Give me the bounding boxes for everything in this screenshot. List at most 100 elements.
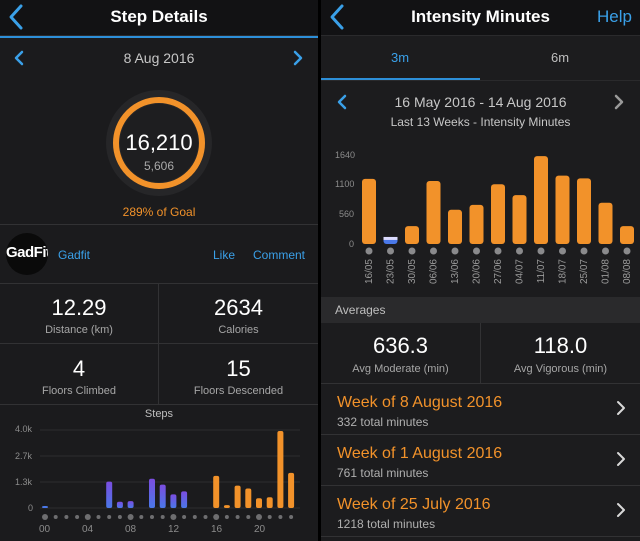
intensity-bar bbox=[491, 184, 505, 244]
comment-button[interactable]: Comment bbox=[253, 248, 306, 262]
step-bar bbox=[127, 501, 134, 508]
back-button[interactable] bbox=[327, 3, 349, 31]
divider bbox=[321, 383, 640, 384]
week-row[interactable]: Week of 8 August 2016 332 total minutes bbox=[321, 384, 640, 434]
divider bbox=[321, 536, 640, 537]
x-tick-label: 30/05 bbox=[407, 259, 418, 284]
hour-dot bbox=[256, 514, 262, 520]
x-tick-label: 12 bbox=[168, 524, 180, 535]
week-dot bbox=[559, 247, 566, 255]
x-tick-label: 00 bbox=[39, 524, 51, 535]
hour-dot bbox=[42, 514, 48, 520]
x-tick-label: 01/08 bbox=[601, 259, 612, 284]
step-bar bbox=[223, 505, 230, 508]
y-tick-label: 1100 bbox=[335, 179, 355, 189]
x-tick-label: 11/07 bbox=[536, 259, 547, 284]
floors-descended-value: 15 bbox=[226, 356, 251, 381]
hour-dot bbox=[267, 515, 272, 519]
chevron-right-icon bbox=[617, 452, 625, 466]
next-range-button[interactable] bbox=[612, 94, 626, 110]
x-tick-label: 04 bbox=[82, 524, 94, 535]
intensity-bar bbox=[405, 226, 419, 244]
x-tick-label: 13/06 bbox=[450, 259, 461, 284]
steps-goal-value: 5,606 bbox=[143, 159, 175, 173]
week-row[interactable]: Week of 25 July 2016 1218 total minutes bbox=[321, 486, 640, 536]
steps-chart-title: Steps bbox=[144, 408, 174, 420]
hour-dot bbox=[224, 515, 229, 519]
calories-value: 2634 bbox=[214, 295, 263, 320]
week-dot bbox=[473, 247, 480, 255]
chevron-right-icon bbox=[614, 94, 624, 110]
intensity-bar bbox=[534, 156, 548, 244]
divider bbox=[480, 323, 481, 383]
steps-value: 16,210 bbox=[125, 130, 193, 155]
step-details-screen: Step Details 8 Aug 2016 16,210 5,606 289… bbox=[0, 0, 318, 541]
step-bar bbox=[159, 484, 166, 508]
y-tick-label: 2.7k bbox=[15, 451, 33, 461]
intensity-bar bbox=[469, 204, 484, 244]
week-dot bbox=[516, 247, 523, 255]
week-title: Week of 8 August 2016 bbox=[337, 394, 503, 411]
week-title: Week of 25 July 2016 bbox=[337, 496, 491, 513]
tab-3m[interactable]: 3m bbox=[390, 50, 410, 65]
floors-descended-label: Floors Descended bbox=[193, 385, 284, 397]
x-tick-label: 20/06 bbox=[472, 259, 483, 284]
next-day-button[interactable] bbox=[291, 50, 305, 66]
chevron-left-icon bbox=[330, 4, 344, 30]
step-bar bbox=[149, 478, 155, 508]
step-bar bbox=[234, 485, 241, 508]
help-button[interactable]: Help bbox=[597, 7, 632, 26]
floors-climbed-value: 4 bbox=[72, 356, 86, 381]
step-bar bbox=[256, 498, 262, 508]
goal-percent: 289% of Goal bbox=[122, 205, 196, 219]
x-tick-label: 08 bbox=[125, 524, 137, 535]
previous-day-button[interactable] bbox=[12, 50, 26, 66]
hour-dot bbox=[170, 514, 177, 520]
hour-dot bbox=[84, 514, 91, 520]
date-label: 8 Aug 2016 bbox=[123, 50, 195, 66]
y-tick-label: 0 bbox=[349, 239, 355, 249]
source-name-link[interactable]: Gadfit bbox=[58, 248, 91, 262]
divider bbox=[0, 404, 318, 405]
averages-header: Averages bbox=[321, 297, 640, 323]
nav-bar: Intensity Minutes Help bbox=[321, 0, 640, 36]
step-bar bbox=[170, 494, 177, 508]
y-tick-label: 1.3k bbox=[15, 477, 33, 487]
avg-vigorous-value: 118.0 bbox=[533, 333, 588, 358]
intensity-chart: 16/05 23/05 30/05 06/06 13/06 20/06 27/06 04/07… bbox=[362, 156, 634, 284]
intensity-bar bbox=[448, 209, 462, 244]
page-title: Step Details bbox=[110, 7, 208, 26]
floors-climbed-label: Floors Climbed bbox=[42, 385, 116, 397]
hour-dot bbox=[75, 515, 80, 519]
hour-dot bbox=[289, 515, 294, 519]
hour-dot bbox=[64, 515, 69, 519]
week-dot bbox=[623, 247, 631, 255]
distance-label: Distance (km) bbox=[45, 324, 113, 336]
x-tick-label: 23/05 bbox=[386, 259, 397, 284]
step-bar bbox=[116, 501, 123, 508]
week-dot bbox=[365, 247, 373, 255]
week-total: 1218 total minutes bbox=[337, 517, 436, 531]
week-row[interactable]: Week of 1 August 2016 761 total minutes bbox=[321, 435, 640, 485]
x-tick-label: 16/05 bbox=[364, 259, 375, 284]
hour-dot bbox=[203, 515, 208, 519]
chevron-left-icon bbox=[9, 4, 23, 30]
back-button[interactable] bbox=[6, 3, 28, 31]
intensity-minutes-screen: Intensity Minutes Help 3m 6m 16 May 2016… bbox=[321, 0, 640, 541]
intensity-bar bbox=[598, 202, 613, 244]
week-dot bbox=[602, 247, 609, 255]
x-tick-label: 06/06 bbox=[429, 259, 440, 284]
step-bar bbox=[277, 430, 284, 508]
divider bbox=[0, 283, 318, 284]
chevron-left-icon bbox=[337, 94, 347, 110]
previous-range-button[interactable] bbox=[335, 94, 349, 110]
gadfit-logo: GadFit bbox=[6, 233, 48, 275]
week-dot bbox=[537, 247, 545, 255]
tab-6m[interactable]: 6m bbox=[550, 50, 570, 65]
intensity-bar bbox=[577, 178, 591, 244]
hour-dot bbox=[53, 515, 58, 519]
nav-bar: Step Details bbox=[0, 0, 318, 36]
like-button[interactable]: Like bbox=[213, 248, 236, 262]
hour-dot bbox=[107, 515, 112, 519]
hour-dot bbox=[150, 515, 154, 519]
